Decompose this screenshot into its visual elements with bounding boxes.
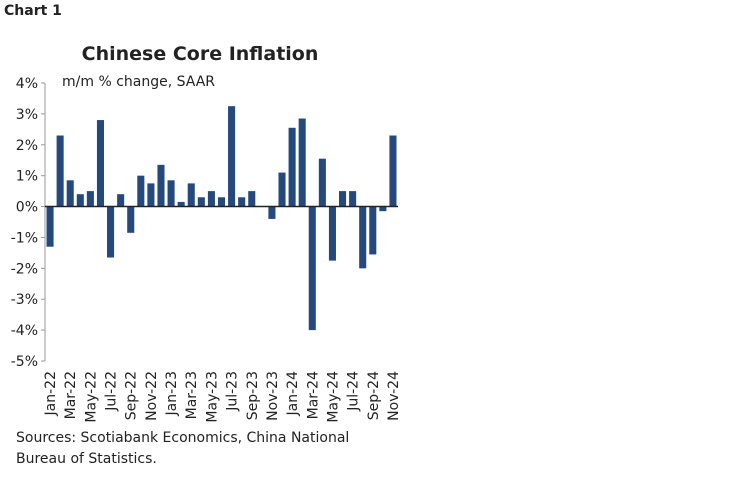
- y-tick-label: -1%: [11, 230, 38, 246]
- x-tick-label: May-23: [204, 371, 220, 423]
- x-tick-label: Mar-24: [305, 371, 321, 419]
- x-tick-label: Nov-22: [144, 371, 160, 421]
- bar: [298, 118, 306, 207]
- chart-title: Chinese Core Inflation: [82, 43, 319, 65]
- bar: [349, 191, 357, 207]
- x-tick-label: Jan-23: [164, 371, 180, 416]
- y-tick-label: -2%: [11, 261, 38, 277]
- chart-label: Chart 1: [4, 3, 62, 19]
- x-tick-label: Jul-23: [225, 371, 241, 412]
- x-tick-label: Sep-22: [124, 371, 140, 420]
- x-tick-label: Sep-23: [245, 371, 261, 420]
- bar: [117, 194, 125, 207]
- bar: [56, 135, 64, 207]
- chart-subtitle: m/m % change, SAAR: [62, 74, 215, 90]
- bar: [66, 180, 74, 207]
- y-tick-label: 1%: [16, 169, 38, 185]
- source-note: Sources: Scotiabank Economics, China Nat…: [16, 430, 350, 467]
- bar: [177, 201, 185, 207]
- bar: [217, 197, 226, 207]
- bar: [389, 135, 397, 207]
- y-tick-label: -3%: [11, 292, 38, 308]
- x-tick-label: May-24: [325, 371, 341, 423]
- bar: [288, 127, 296, 207]
- y-tick-label: -4%: [11, 323, 38, 339]
- bar: [238, 197, 246, 207]
- x-tick-label: Jan-24: [285, 371, 301, 417]
- bar: [268, 206, 276, 219]
- x-tick-label: Mar-22: [63, 371, 79, 419]
- bar: [248, 191, 256, 207]
- x-tick-label: Sep-24: [366, 371, 382, 420]
- bar: [157, 164, 165, 207]
- bar: [207, 191, 215, 207]
- x-tick-label: Mar-23: [184, 371, 200, 419]
- x-tick-label: Jul-24: [346, 371, 362, 412]
- bar: [338, 191, 347, 207]
- x-tick-label: Jul-22: [104, 371, 120, 412]
- bar: [369, 206, 377, 255]
- y-tick-label: 4%: [16, 76, 38, 92]
- bar: [328, 206, 336, 261]
- y-tick-label: 0%: [16, 200, 38, 216]
- bar: [197, 197, 205, 207]
- y-tick-label: 2%: [16, 138, 38, 154]
- bar: [278, 172, 286, 207]
- x-tick-label: May-22: [83, 371, 99, 423]
- bar: [96, 120, 105, 207]
- y-tick-label: -5%: [11, 354, 38, 370]
- x-tick-label: Jan-22: [43, 371, 59, 416]
- bar: [228, 106, 236, 207]
- x-tick-label: Nov-23: [265, 371, 281, 421]
- bar: [308, 206, 316, 331]
- bar: [86, 191, 94, 207]
- bar: [147, 183, 155, 207]
- bar: [127, 206, 135, 233]
- bar: [137, 175, 145, 207]
- y-tick-label: 3%: [16, 107, 38, 123]
- bar: [359, 206, 367, 269]
- bar: [379, 206, 387, 212]
- bar: [167, 180, 175, 207]
- bar: [187, 183, 195, 207]
- x-tick-label: Nov-24: [386, 371, 402, 421]
- bar: [76, 194, 84, 207]
- bar: [46, 206, 54, 247]
- bar: [318, 158, 326, 207]
- bar: [107, 206, 115, 258]
